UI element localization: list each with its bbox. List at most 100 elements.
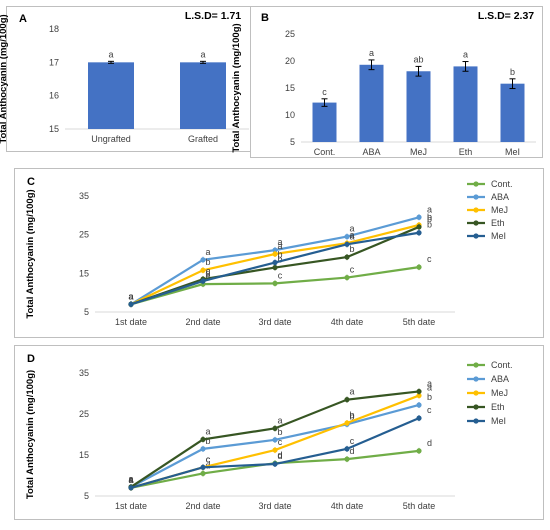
y-tick-label: 5 [290, 137, 295, 147]
significance-letter: b [349, 411, 354, 421]
significance-letter: a [349, 231, 354, 241]
bar [88, 62, 134, 130]
significance-letter: a [205, 426, 210, 436]
y-axis-title: Total Anthocyanin (mg/100g) [25, 189, 36, 318]
legend-marker [473, 390, 479, 396]
significance-letter: d [205, 268, 210, 278]
significance-letter: a [463, 50, 468, 60]
significance-letter: b [427, 220, 432, 230]
significance-letter: a [128, 475, 133, 485]
y-axis-title: Total Anthocyanin (mg/100g) [25, 370, 36, 499]
y-tick-label: 5 [84, 491, 89, 501]
significance-letter: ab [413, 54, 423, 64]
significance-letter: a [128, 291, 133, 301]
significance-letter: b [349, 410, 354, 420]
significance-letter: a [108, 49, 113, 59]
significance-letter: c [322, 87, 327, 97]
line-chart-d: D Total Anthocyanin (mg/100g) 5 15 25 35 1st d… [25, 353, 513, 511]
bar [406, 71, 431, 142]
significance-letter: a [427, 383, 432, 393]
significance-letter: d [427, 438, 432, 448]
bar [180, 62, 226, 130]
significance-letter: a [128, 474, 133, 484]
significance-letter: a [128, 474, 133, 484]
significance-letter: c [278, 437, 283, 447]
bar [453, 66, 478, 142]
panel-b: B L.S.D= 2.37 Total Anthocyanin (mg/100g) 5… [231, 6, 543, 158]
y-tick-label: 15 [79, 268, 89, 278]
x-tick-label: 5th date [403, 501, 436, 511]
y-tick-label: 17 [49, 57, 59, 67]
legend-label: Eth [491, 218, 505, 228]
significance-letter: c [206, 454, 211, 464]
significance-letter: d [349, 446, 354, 456]
significance-letter: b [205, 257, 210, 267]
significance-letter: a [205, 247, 210, 257]
y-tick-label: 5 [84, 307, 89, 317]
bar [312, 102, 337, 142]
y-tick-label: 10 [285, 110, 295, 120]
significance-letter: a [128, 475, 133, 485]
x-tick-label: 4th date [331, 317, 364, 327]
significance-letter: a [128, 475, 133, 485]
y-axis-title: Total Anthocyanin (mg/100g) [231, 23, 242, 152]
y-tick-label: 15 [285, 83, 295, 93]
y-tick-label: 15 [79, 450, 89, 460]
panel-label: A [19, 13, 27, 25]
significance-letter: a [427, 204, 432, 214]
x-tick-label: Eth [459, 147, 473, 157]
significance-letter: a [128, 291, 133, 301]
lsd-label: L.S.D= 2.37 [478, 10, 534, 22]
y-tick-label: 35 [79, 191, 89, 201]
significance-letter: c [427, 405, 432, 415]
significance-letter: b [427, 392, 432, 402]
x-tick-label: Cont. [314, 147, 336, 157]
bar-chart-b: B L.S.D= 2.37 Total Anthocyanin (mg/100g) 5… [231, 10, 536, 157]
x-tick-label: 2nd date [185, 317, 220, 327]
x-tick-label: 2nd date [185, 501, 220, 511]
legend-label: MeI [491, 416, 506, 426]
legend-marker [473, 194, 479, 200]
significance-letter: a [128, 291, 133, 301]
x-tick-label: 4th date [331, 501, 364, 511]
series-line [130, 449, 420, 489]
y-tick-label: 16 [49, 91, 59, 101]
x-tick-label: MeI [505, 147, 520, 157]
legend-label: Cont. [491, 360, 513, 370]
significance-letter: a [369, 48, 374, 58]
legend-label: MeI [491, 231, 506, 241]
significance-letter: c [350, 265, 355, 275]
significance-letter: d [277, 450, 282, 460]
x-tick-label: 5th date [403, 317, 436, 327]
y-tick-label: 20 [285, 56, 295, 66]
significance-letter: a [349, 224, 354, 234]
legend-label: MeJ [491, 388, 508, 398]
legend-marker [473, 376, 479, 382]
significance-letter: c [427, 254, 432, 264]
significance-letter: a [128, 291, 133, 301]
legend-label: ABA [491, 192, 509, 202]
y-tick-label: 25 [285, 29, 295, 39]
legend-marker [473, 404, 479, 410]
x-tick-label: ABA [362, 147, 380, 157]
x-tick-label: Ungrafted [91, 134, 131, 144]
x-tick-label: Grafted [188, 134, 218, 144]
y-tick-label: 18 [49, 24, 59, 34]
bar [500, 83, 525, 142]
y-tick-label: 15 [49, 124, 59, 134]
legend-label: Cont. [491, 179, 513, 189]
bar [359, 64, 384, 142]
legend-marker [473, 181, 479, 187]
significance-letter: a [349, 230, 354, 240]
significance-letter: b [277, 427, 282, 437]
x-tick-label: 3rd date [258, 501, 291, 511]
y-tick-label: 25 [79, 230, 89, 240]
panel-label: C [27, 176, 35, 188]
y-tick-label: 35 [79, 368, 89, 378]
significance-letter: b [277, 255, 282, 265]
legend-label: MeJ [491, 205, 508, 215]
legend-marker [473, 362, 479, 368]
panel-label: D [27, 353, 35, 365]
x-tick-label: 1st date [115, 317, 147, 327]
